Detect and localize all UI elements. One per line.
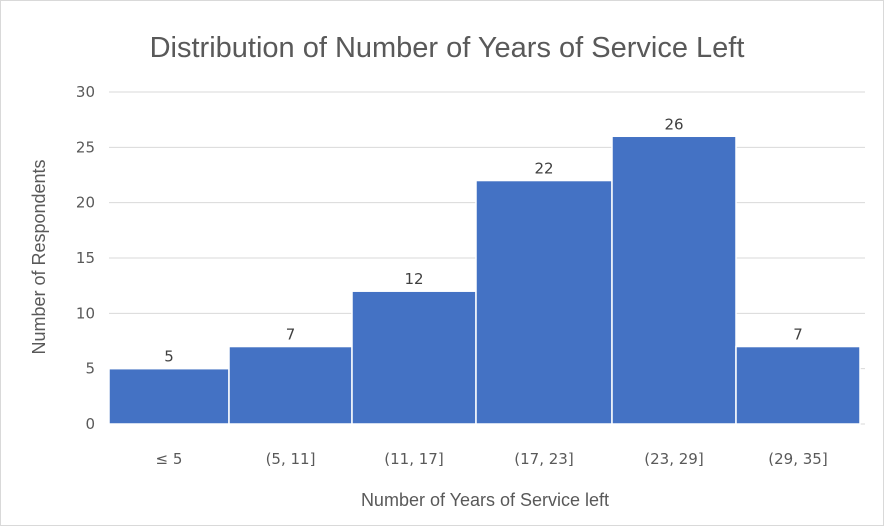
y-tick-label: 20 — [76, 194, 95, 212]
y-tick-label: 10 — [76, 304, 95, 322]
data-label: 7 — [793, 326, 803, 344]
x-axis-ticks: ≤ 5 (5, 11] (11, 17] (17, 23] (23, 29] (29, 3… — [156, 450, 828, 468]
x-tick-label: ≤ 5 — [156, 450, 183, 468]
x-axis-title: Number of Years of Service left — [361, 490, 609, 510]
data-label: 26 — [664, 115, 683, 133]
x-tick-label: (23, 29] — [644, 450, 703, 468]
bar-4 — [611, 135, 737, 425]
bar-0 — [108, 367, 230, 425]
y-tick-label: 5 — [85, 360, 95, 378]
data-label: 12 — [404, 270, 423, 288]
data-label: 7 — [286, 326, 296, 344]
data-labels: 5 7 12 22 26 7 — [164, 115, 803, 365]
bar-3 — [475, 179, 613, 425]
x-tick-label: (17, 23] — [514, 450, 573, 468]
y-tick-label: 30 — [76, 83, 95, 101]
x-tick-label: (5, 11] — [266, 450, 316, 468]
bar-5 — [735, 345, 861, 425]
data-label: 5 — [164, 348, 174, 366]
y-axis-title: Number of Respondents — [29, 159, 49, 354]
x-tick-label: (29, 35] — [768, 450, 827, 468]
chart-title: Distribution of Number of Years of Servi… — [150, 32, 745, 64]
y-axis-ticks: 0 5 10 15 20 25 30 — [76, 83, 95, 433]
bar-1 — [228, 345, 353, 425]
y-tick-label: 15 — [76, 249, 95, 267]
bars — [108, 135, 861, 425]
bar-2 — [351, 290, 477, 425]
data-label: 22 — [534, 160, 553, 178]
x-tick-label: (11, 17] — [384, 450, 443, 468]
y-tick-label: 25 — [76, 138, 95, 156]
y-tick-label: 0 — [85, 415, 95, 433]
